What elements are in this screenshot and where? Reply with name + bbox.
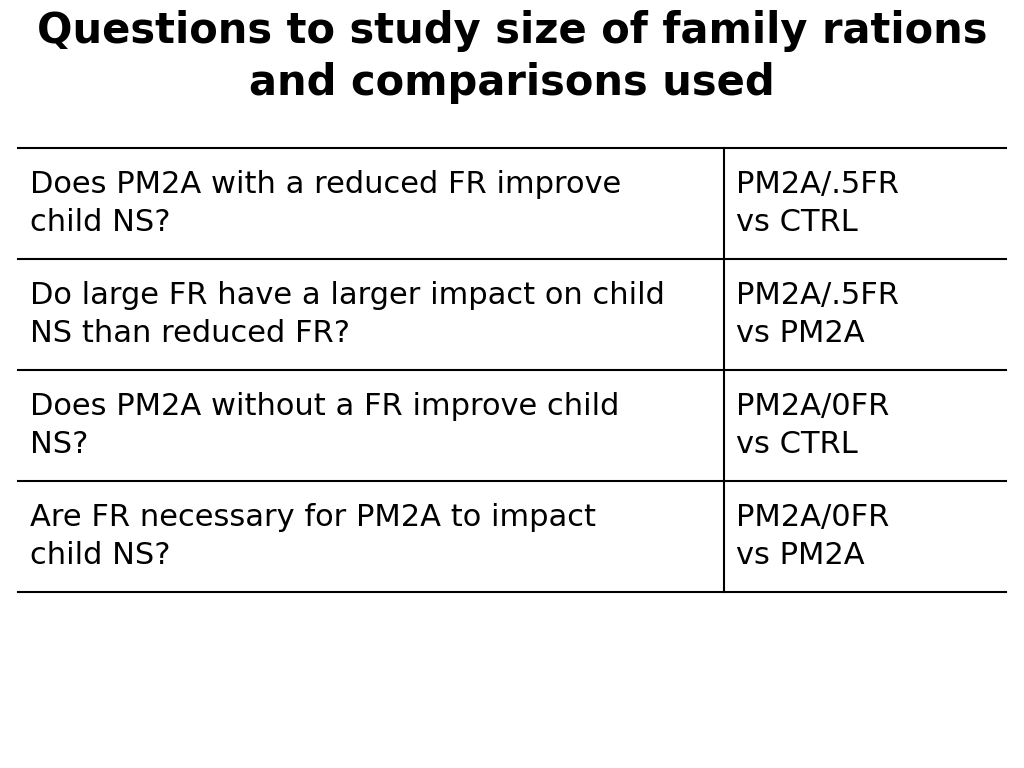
- Text: Does PM2A with a reduced FR improve
child NS?: Does PM2A with a reduced FR improve chil…: [30, 170, 622, 237]
- Text: PM2A/0FR
vs CTRL: PM2A/0FR vs CTRL: [736, 392, 890, 458]
- Text: Are FR necessary for PM2A to impact
child NS?: Are FR necessary for PM2A to impact chil…: [30, 504, 596, 570]
- Text: PM2A/.5FR
vs PM2A: PM2A/.5FR vs PM2A: [736, 282, 899, 348]
- Text: PM2A/.5FR
vs CTRL: PM2A/.5FR vs CTRL: [736, 170, 899, 237]
- Text: Questions to study size of family rations
and comparisons used: Questions to study size of family ration…: [37, 10, 987, 104]
- Text: Do large FR have a larger impact on child
NS than reduced FR?: Do large FR have a larger impact on chil…: [30, 282, 665, 348]
- Text: PM2A/0FR
vs PM2A: PM2A/0FR vs PM2A: [736, 504, 890, 570]
- Text: Does PM2A without a FR improve child
NS?: Does PM2A without a FR improve child NS?: [30, 392, 620, 458]
